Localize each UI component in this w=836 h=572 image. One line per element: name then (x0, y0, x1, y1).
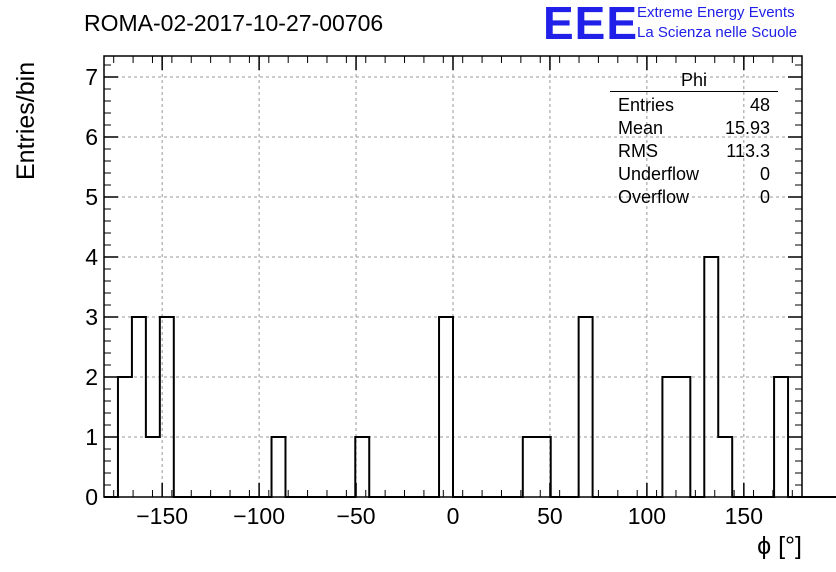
histogram-bin (718, 437, 732, 497)
org-line-1: Extreme Energy Events (637, 4, 795, 21)
eee-logo: EEE (543, 0, 639, 49)
stats-label: Overflow (618, 187, 690, 207)
x-tick-label: 100 (628, 503, 666, 529)
y-tick-label: 4 (85, 244, 98, 270)
org-line-2: La Scienza nelle Scuole (637, 24, 798, 41)
stats-value: 0 (759, 164, 770, 184)
x-tick-label: −50 (337, 503, 376, 529)
histogram-bin (272, 437, 286, 497)
x-tick-label: −150 (136, 503, 188, 529)
y-axis-label: Entries/bin (12, 61, 40, 180)
stats-value: 113.3 (726, 141, 770, 161)
stats-value: 0 (759, 187, 770, 207)
histogram-bin (146, 437, 160, 497)
y-tick-label: 1 (85, 424, 98, 450)
stats-label: Underflow (618, 164, 700, 184)
y-tick-label: 0 (85, 484, 98, 510)
y-tick-label: 7 (85, 64, 98, 90)
stats-row-overflow: Overflow 0 (610, 186, 778, 209)
stats-label: RMS (618, 141, 658, 161)
stats-row-entries: Entries 48 (610, 94, 778, 117)
stats-title: Phi (610, 70, 778, 92)
y-tick-label: 3 (85, 304, 98, 330)
y-tick-label: 6 (85, 124, 98, 150)
histogram-series (104, 256, 836, 498)
histogram-bin (355, 437, 369, 497)
stats-label: Mean (618, 118, 664, 138)
stats-row-underflow: Underflow 0 (610, 163, 778, 186)
stats-row-mean: Mean 15.93 (610, 117, 778, 140)
x-tick-label: 150 (725, 503, 763, 529)
stats-label: Entries (618, 95, 675, 115)
histogram-bin (132, 317, 146, 497)
stats-row-rms: RMS 113.3 (610, 140, 778, 163)
x-tick-label: 50 (537, 503, 563, 529)
stats-value: 15.93 (724, 118, 770, 138)
x-tick-label: 0 (447, 503, 460, 529)
x-tick-label: −100 (233, 503, 285, 529)
stats-box: Phi Entries 48 Mean 15.93 RMS 113.3 Unde… (610, 70, 778, 209)
histogram-bin (439, 317, 453, 497)
x-axis-label: ϕ [°] (757, 532, 802, 560)
run-title: ROMA-02-2017-10-27-00706 (84, 10, 384, 36)
histogram-bin (579, 317, 593, 497)
y-tick-label: 5 (85, 184, 98, 210)
y-tick-label: 2 (85, 364, 98, 390)
stats-value: 48 (749, 95, 770, 115)
histogram-bin (537, 437, 551, 497)
organization-name: Extreme Energy Events La Scienza nelle S… (637, 3, 797, 43)
histogram-bin (523, 437, 537, 497)
